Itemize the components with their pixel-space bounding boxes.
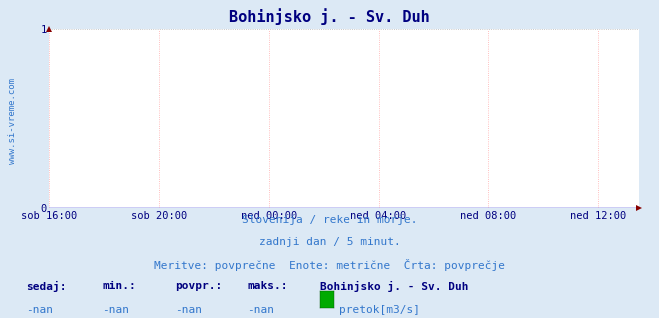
Text: -nan: -nan	[175, 305, 202, 315]
Text: -nan: -nan	[247, 305, 274, 315]
Text: pretok[m3/s]: pretok[m3/s]	[339, 305, 420, 315]
Text: -nan: -nan	[102, 305, 129, 315]
Text: www.si-vreme.com: www.si-vreme.com	[8, 78, 17, 164]
Text: Bohinjsko j. - Sv. Duh: Bohinjsko j. - Sv. Duh	[320, 281, 468, 293]
Text: Meritve: povprečne  Enote: metrične  Črta: povprečje: Meritve: povprečne Enote: metrične Črta:…	[154, 259, 505, 271]
Text: zadnji dan / 5 minut.: zadnji dan / 5 minut.	[258, 237, 401, 247]
Text: Bohinjsko j. - Sv. Duh: Bohinjsko j. - Sv. Duh	[229, 8, 430, 25]
Text: maks.:: maks.:	[247, 281, 287, 291]
Text: min.:: min.:	[102, 281, 136, 291]
Text: -nan: -nan	[26, 305, 53, 315]
Text: sedaj:: sedaj:	[26, 281, 67, 293]
Text: Slovenija / reke in morje.: Slovenija / reke in morje.	[242, 215, 417, 225]
Text: povpr.:: povpr.:	[175, 281, 222, 291]
